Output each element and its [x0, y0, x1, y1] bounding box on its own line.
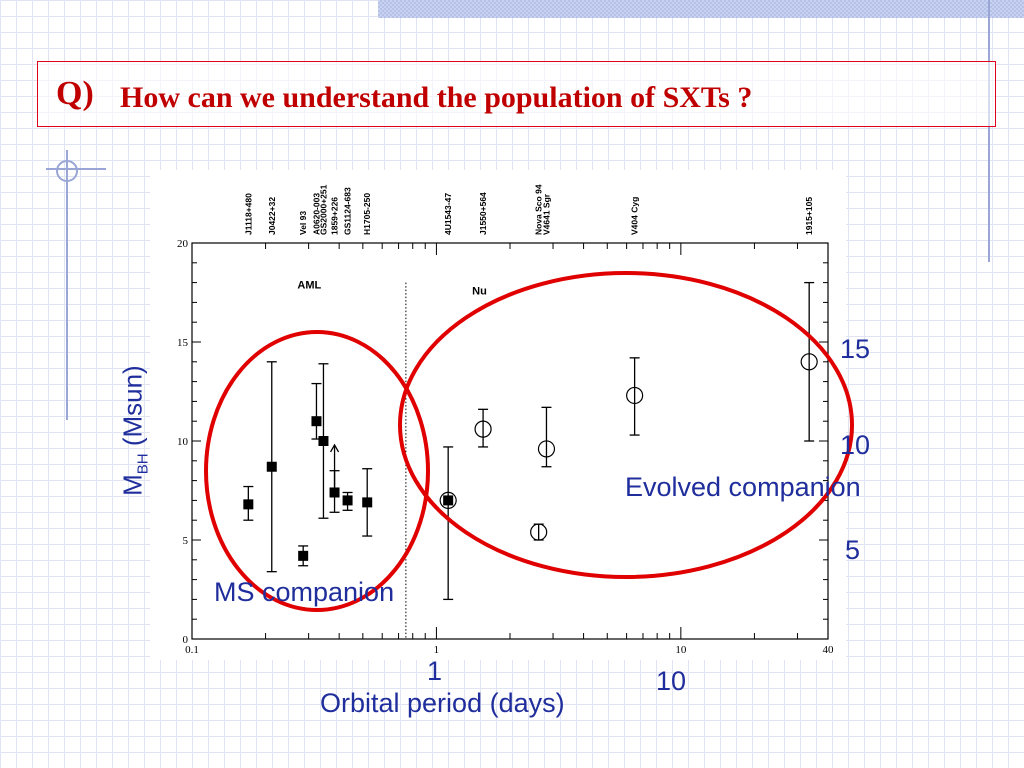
data-point-circle [626, 386, 644, 405]
ms-companion-label: MS companion [214, 577, 395, 607]
chart-image-background [150, 170, 846, 660]
y-tick-label: 10 [177, 436, 189, 448]
decorative-circle [56, 160, 78, 182]
data-point-square [298, 550, 309, 561]
source-label: GS2000+251 [318, 184, 328, 235]
data-point-circle [439, 491, 457, 509]
y-tick-overlay-15: 15 [840, 334, 871, 364]
title-question-marker: Q) [56, 75, 94, 112]
data-point-square [362, 497, 373, 508]
source-label: J1550+564 [478, 192, 488, 235]
y-axis-label: MBH (Msun) [117, 365, 152, 496]
evolved-companion-label: Evolved companion [625, 472, 861, 502]
source-label: 1915+105 [804, 197, 814, 235]
x-tick-label: 40 [823, 644, 835, 656]
y-tick-overlay-10: 10 [840, 430, 871, 460]
data-point-square [266, 461, 277, 472]
top-decorative-band [378, 0, 1024, 18]
source-label: J1118+480 [243, 193, 253, 235]
y-tick-label: 5 [183, 535, 189, 547]
y-tick-label: 0 [183, 634, 189, 646]
data-point-square [443, 495, 454, 506]
y-tick-label: 20 [177, 238, 189, 250]
source-label: J0422+32 [267, 197, 277, 235]
x-axis-label: Orbital period (days) [320, 688, 565, 718]
data-point-circle [474, 420, 492, 438]
x-tick-label: 10 [675, 644, 687, 656]
data-point-circle [537, 440, 556, 458]
title-frame [37, 61, 996, 127]
data-point-square [342, 495, 353, 506]
source-label: V404 Cyg [630, 197, 640, 235]
source-label: GS1124-683 [343, 187, 353, 235]
source-label: Nova Sco 94 [534, 184, 544, 235]
source-label: 4U1543-47 [443, 193, 453, 235]
page-title: How can we understand the population of … [120, 81, 753, 114]
source-label: Vel 93 [298, 211, 308, 235]
x-tick-label: 1 [434, 644, 440, 656]
source-label: 1859+226 [330, 197, 340, 235]
source-label: A0620-003 [311, 193, 321, 235]
evolved-companion-ellipse [398, 271, 854, 579]
region-label: AML [297, 280, 321, 292]
y-tick-label: 15 [177, 337, 189, 349]
ms-companion-ellipse [204, 330, 430, 612]
data-point-square [311, 416, 322, 427]
decorative-line-right [988, 0, 990, 262]
data-point-square [318, 436, 329, 446]
x-tick-label: 0.1 [185, 644, 199, 656]
data-point-square [243, 499, 254, 510]
data-point-circle [530, 523, 548, 541]
data-point-circle [800, 353, 818, 371]
y-tick-overlay-5: 5 [845, 535, 861, 565]
region-label: Nu [472, 285, 487, 297]
x-tick-overlay-1: 1 [427, 656, 443, 686]
source-label: H1705-250 [362, 193, 372, 235]
source-label: V4641 Sgr [541, 193, 551, 235]
x-tick-overlay-10: 10 [656, 666, 687, 696]
lower-limit-arrowhead [329, 443, 340, 453]
decorative-line-left [66, 150, 68, 420]
